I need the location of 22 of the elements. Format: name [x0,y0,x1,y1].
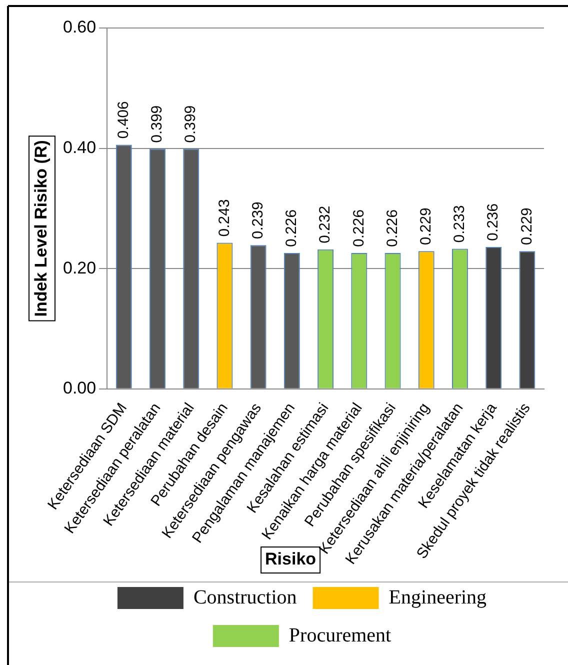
y-tick-label: 0.40 [62,138,96,157]
data-label: 0.229 [418,208,435,246]
y-tick-label: 0.60 [62,18,96,37]
legend-label: Procurement [288,624,392,646]
data-label: 0.239 [249,202,266,240]
data-label: 0.399 [182,105,200,143]
y-tick-label: 0.00 [62,378,96,398]
data-label: 0.226 [283,209,300,247]
legend-label: Engineering [388,586,487,608]
data-label: 0.243 [216,199,233,237]
data-label: 0.236 [484,203,502,241]
y-tick-label: 0.20 [62,258,96,278]
data-label: 0.233 [451,205,468,243]
data-label: 0.232 [316,206,334,244]
data-label: 0.229 [518,208,536,246]
x-axis-title: Risiko [265,550,316,569]
data-label: 0.399 [148,105,166,143]
data-label: 0.226 [384,209,401,247]
y-axis-title: Indek Level Risiko (R) [32,140,51,317]
legend-label: Construction [193,586,297,608]
data-label: 0.406 [115,101,132,139]
data-label: 0.226 [350,209,368,247]
